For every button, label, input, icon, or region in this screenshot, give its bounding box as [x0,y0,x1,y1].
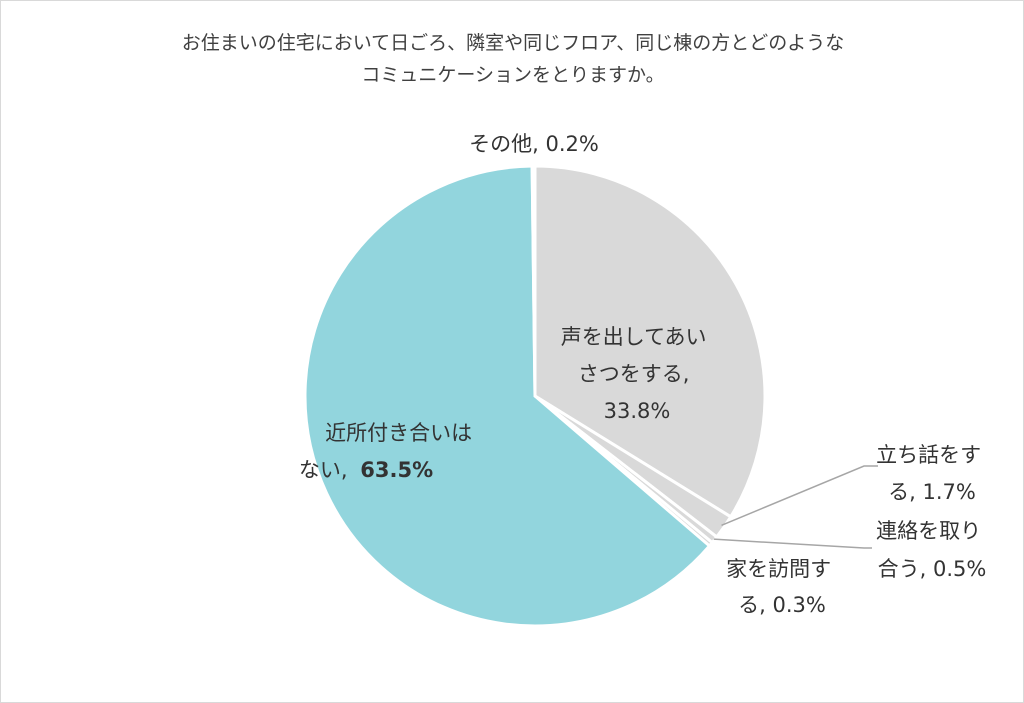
slice-label-none: 近所付き合いは ない, 63.5% [299,421,479,482]
slice-label-chat-line-2: る, 1.7% [888,480,976,504]
pie-slices [303,164,767,628]
slice-label-greeting-line-1: 声を出してあい [561,325,707,349]
slice-none [303,164,711,628]
leader-lines [713,465,878,549]
slice-label-greeting-line-2: さつをする, [578,362,690,386]
slice-label-none-value: 63.5% [360,458,433,482]
slice-label-greeting-value: 33.8% [604,399,671,423]
slice-label-visit: 家を訪問す る, 0.3% [726,557,838,617]
slice-label-chat-line-1: 立ち話をす [876,443,981,467]
slice-label-contact-line-2: 合う, 0.5% [878,557,987,581]
slice-greeting [533,164,767,519]
slice-label-visit-line-2: る, 0.3% [738,593,826,617]
slice-label-visit-line-1: 家を訪問す [726,557,831,581]
slice-label-none-line-1: 近所付き合いは [325,421,472,445]
slice-label-chat: 立ち話をす る, 1.7% [876,443,988,504]
slice-label-greeting: 声を出してあい さつをする, 33.8% [561,325,713,423]
leader-line-chat [721,465,878,527]
chart-title-line-1: お住まいの住宅において日ごろ、隣室や同じフロア、同じ棟の方とどのような [181,32,845,54]
chart-title: お住まいの住宅において日ごろ、隣室や同じフロア、同じ棟の方とどのような コミュニ… [1,27,1024,91]
chart-title-line-2: コミュニケーションをとりますか。 [361,64,665,86]
slice-label-other-line-1: その他, 0.2% [469,132,599,156]
slice-label-contact: 連絡を取り 合う, 0.5% [876,519,988,581]
leader-line-contact [713,538,872,549]
slice-label-none-line-2: ない, [299,458,348,482]
slice-label-other: その他, 0.2% [469,132,599,156]
slice-other [530,164,537,398]
slice-label-contact-line-1: 連絡を取り [876,519,981,543]
